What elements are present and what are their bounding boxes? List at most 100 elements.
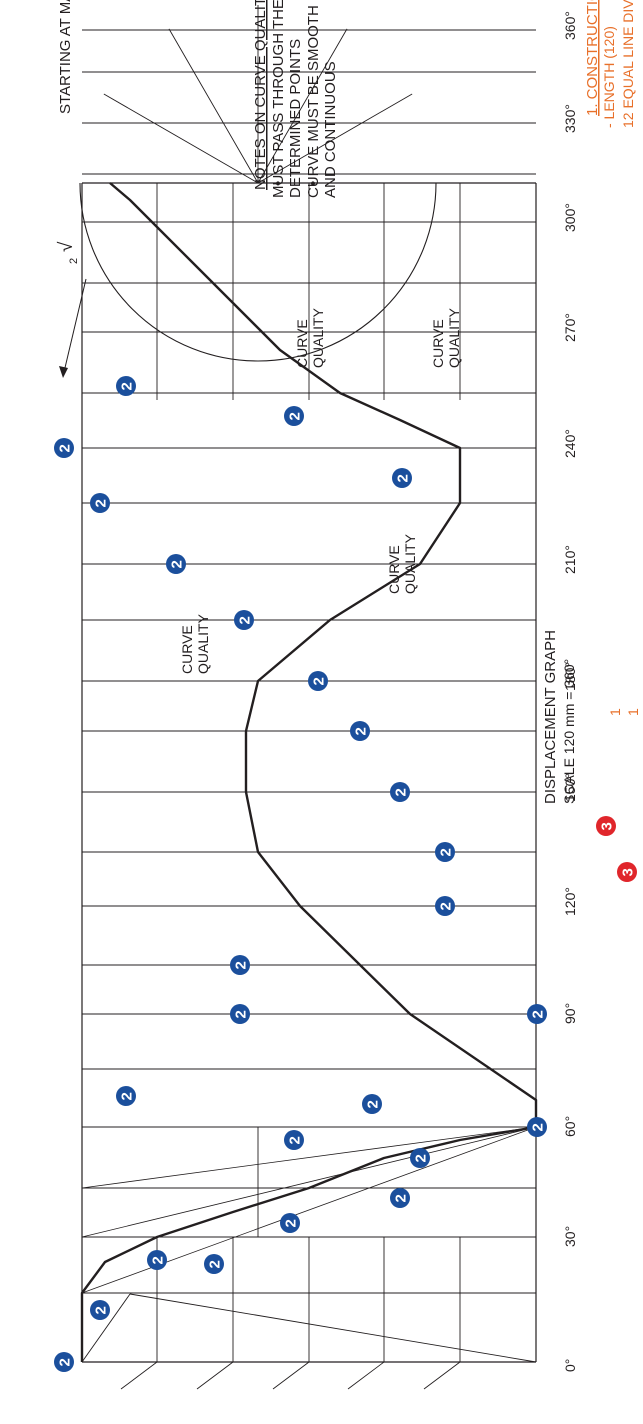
- blue-badge-9: [230, 1004, 250, 1024]
- notes-block: NOTES ON CURVE QUALITY • MUST PASS THROU…: [252, 0, 339, 198]
- notes-item-4: AND CONTINUOUS: [322, 61, 339, 198]
- x-tick-label-7: 210°: [562, 545, 578, 574]
- construction-mark-1: 1: [607, 708, 623, 716]
- blue-badge-value-0: 2: [57, 1358, 74, 1366]
- start-label: STARTING AT MAX: [57, 0, 74, 114]
- fan-line-1: [196, 1361, 234, 1390]
- blue-badge-15: [308, 671, 328, 691]
- notes-bullet-1: •: [270, 181, 287, 186]
- rise-construction-1: [81, 1126, 537, 1238]
- graph-title: DISPLACEMENT GRAPH: [542, 630, 559, 804]
- x-tick-label-12: 360°: [562, 11, 578, 40]
- blue-badge-7: [527, 1117, 547, 1137]
- x-tick-label-6: 180°: [562, 662, 578, 691]
- graph-title-block: DISPLACEMENT GRAPH SCALE 120 mm = 360°: [542, 630, 577, 804]
- x-tick-label-3: 90°: [562, 1003, 578, 1024]
- blue-badge-value-16: 2: [237, 616, 254, 624]
- blue-badge-6: [410, 1148, 430, 1168]
- blue-badge-1: [90, 1300, 110, 1320]
- blue-badge-value-20: 2: [287, 1136, 304, 1144]
- blue-badge-19: [54, 438, 74, 458]
- svg-text:QUALITY: QUALITY: [195, 613, 211, 674]
- x-tick-label-9: 270°: [562, 313, 578, 342]
- x-tick-label-2: 60°: [562, 1116, 578, 1137]
- blue-badge-value-22: 2: [365, 1100, 382, 1108]
- svg-text:QUALITY: QUALITY: [310, 307, 326, 368]
- blue-badge-value-3: 2: [207, 1260, 224, 1268]
- x-tick-label-5: 150°: [562, 773, 578, 802]
- blue-badge-21: [116, 1086, 136, 1106]
- notes-item-1: MUST PASS THROUGH THE: [270, 0, 287, 198]
- semicircle-ray-2: [168, 28, 259, 184]
- blue-badge-23: [284, 406, 304, 426]
- fan-base-edge: [81, 1293, 131, 1363]
- blue-badge-value-14: 2: [353, 727, 370, 735]
- graph-scale: SCALE 120 mm = 360°: [561, 659, 577, 804]
- notes-item-2: DETERMINED POINTS: [287, 39, 304, 198]
- blue-badge-value-19: 2: [57, 444, 74, 452]
- construction-item-2: 12 EQUAL LINE DIVISIONS: [620, 0, 636, 128]
- fan-line-0: [120, 1361, 158, 1390]
- blue-badge-20: [284, 1130, 304, 1150]
- blue-badge-0: [54, 1352, 74, 1372]
- blue-badge-10: [230, 955, 250, 975]
- start-mark-number: 2: [68, 258, 80, 264]
- blue-badge-8: [527, 1004, 547, 1024]
- blue-badge-value-23: 2: [287, 412, 304, 420]
- red-badge-value-0: 3: [599, 822, 616, 830]
- blue-badge-18: [90, 493, 110, 513]
- blue-badge-25: [392, 468, 412, 488]
- fan-line-2: [272, 1361, 310, 1390]
- displacement-curve-group: [80, 182, 538, 1362]
- blue-badge-4: [280, 1213, 300, 1233]
- fan-line-4: [423, 1361, 461, 1390]
- blue-badge-24: [116, 376, 136, 396]
- curve-quality-label-4: CURVE QUALITY: [294, 307, 326, 368]
- blue-badge-value-15: 2: [311, 677, 328, 685]
- x-axis-tick-labels: 0° 30° 60° 90° 120° 150° 180° 210° 240° 270° 300° 3…: [562, 11, 578, 1372]
- x-tick-label-4: 120°: [562, 887, 578, 916]
- fan-outer-edge: [129, 1293, 537, 1363]
- notes-heading: NOTES ON CURVE QUALITY: [252, 0, 269, 190]
- blue-badge-5: [390, 1188, 410, 1208]
- blue-badge-value-4: 2: [283, 1219, 300, 1227]
- notes-item-3: CURVE MUST BE SMOOTH: [305, 5, 322, 198]
- point-badges: 2 2 2 2 2 2 2 2 2 2 2 2 2 2 2 2 2 2 2 2 2 2 2 2 2 2 3 3: [54, 376, 637, 1372]
- construction-heading: 1. CONSTRUCTION: [584, 0, 601, 116]
- blue-badge-value-7: 2: [530, 1123, 547, 1131]
- blue-badge-value-5: 2: [393, 1194, 410, 1202]
- start-leader-line: [63, 278, 87, 373]
- blue-badge-value-13: 2: [393, 788, 410, 796]
- curve-quality-label-1: CURVE QUALITY: [179, 613, 211, 674]
- curve-quality-label-3: CURVE QUALITY: [430, 307, 462, 368]
- graph-grid: [79, 5, 537, 1390]
- semicircle-ray-5: [257, 93, 413, 184]
- rise-construction-2: [81, 1126, 537, 1189]
- blue-badge-value-9: 2: [233, 1010, 250, 1018]
- blue-badge-14: [350, 721, 370, 741]
- x-tick-label-8: 240°: [562, 429, 578, 458]
- blue-badge-11: [435, 896, 455, 916]
- red-badge-1: [617, 862, 637, 882]
- blue-badge-2: [147, 1250, 167, 1270]
- blue-badge-value-24: 2: [119, 382, 136, 390]
- notes-bullet-2: •: [305, 181, 322, 186]
- semicircle-ray-4: [257, 28, 348, 184]
- blue-badge-17: [166, 554, 186, 574]
- start-annotation: STARTING AT MAX √ 2: [56, 0, 87, 378]
- blue-badge-12: [435, 842, 455, 862]
- blue-badge-value-8: 2: [530, 1010, 547, 1018]
- blue-badge-value-1: 2: [93, 1306, 110, 1314]
- blue-badge-value-6: 2: [413, 1154, 430, 1162]
- blue-badge-22: [362, 1094, 382, 1114]
- displacement-curve: [80, 182, 538, 1362]
- blue-badge-3: [204, 1254, 224, 1274]
- svg-text:CURVE: CURVE: [430, 319, 446, 368]
- x-tick-label-11: 330°: [562, 104, 578, 133]
- svg-text:CURVE: CURVE: [179, 625, 195, 674]
- construction-mark-2: 1: [625, 708, 641, 716]
- red-badge-0: [596, 816, 616, 836]
- blue-badge-16: [234, 610, 254, 630]
